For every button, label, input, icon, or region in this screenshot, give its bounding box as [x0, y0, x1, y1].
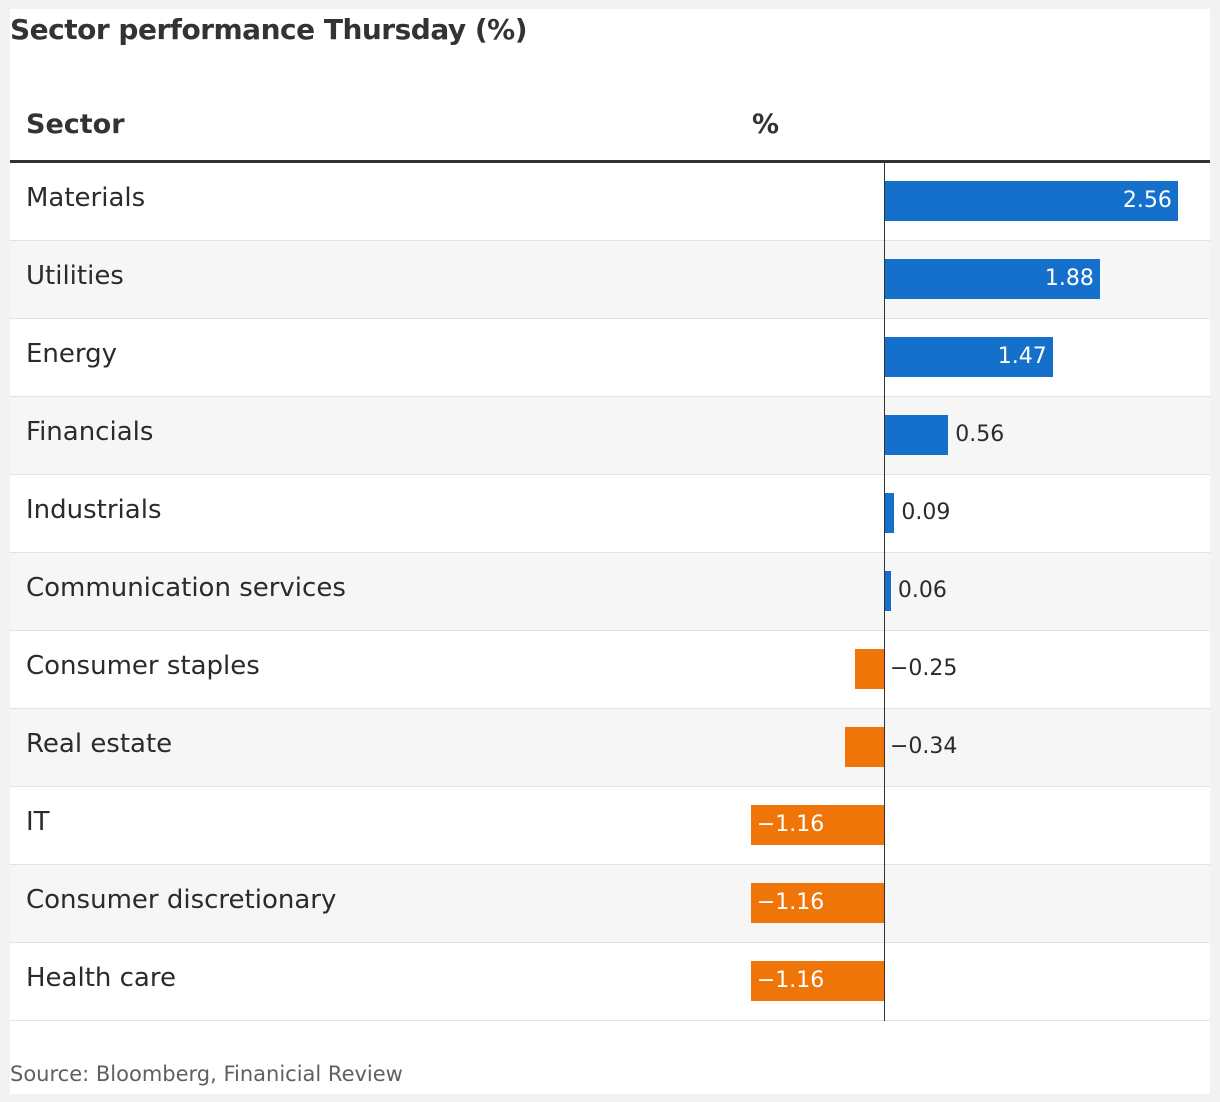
negative-bar — [750, 805, 884, 845]
sector-label: IT — [26, 807, 50, 837]
bar-value-label: 0.06 — [897, 578, 947, 603]
sector-row: Energy 1.47 — [10, 319, 1210, 397]
positive-bar — [884, 259, 1100, 299]
bar-value-label: 1.47 — [997, 344, 1047, 369]
sector-label: Consumer discretionary — [26, 885, 337, 915]
sector-label: Utilities — [26, 261, 124, 291]
zero-axis-line — [884, 163, 885, 1021]
sector-row: Consumer staples −0.25 — [10, 631, 1210, 709]
sector-row: Real estate −0.34 — [10, 709, 1210, 787]
sector-label: Real estate — [26, 729, 173, 759]
positive-bar — [884, 571, 891, 611]
positive-bar — [884, 337, 1053, 377]
sector-label: Financials — [26, 417, 154, 447]
sector-label: Consumer staples — [26, 651, 260, 681]
sector-row: Financials 0.56 — [10, 397, 1210, 475]
sector-row: Industrials 0.09 — [10, 475, 1210, 553]
column-header-percent: % — [752, 109, 780, 140]
bar-value-label: 0.09 — [901, 500, 951, 525]
negative-bar — [844, 727, 884, 767]
sector-row: Materials 2.56 — [10, 163, 1210, 241]
sector-rows: Materials 2.56 Utilities 1.88 Energy 1.47 Fina… — [10, 163, 1210, 1021]
positive-bar — [884, 415, 949, 455]
sector-label: Materials — [26, 183, 146, 213]
sector-label: Energy — [26, 339, 118, 369]
source-note: Source: Bloomberg, Finanicial Review — [10, 1062, 403, 1086]
sector-row: Consumer discretionary −1.16 — [10, 865, 1210, 943]
header-rule — [10, 160, 1210, 163]
negative-bar — [750, 883, 884, 923]
column-header-sector: Sector — [26, 109, 125, 140]
sector-row: Utilities 1.88 — [10, 241, 1210, 319]
sector-row: IT −1.16 — [10, 787, 1210, 865]
bar-value-label: 0.56 — [955, 422, 1005, 447]
bar-value-label: −1.16 — [756, 812, 825, 837]
negative-bar — [855, 649, 884, 689]
sector-label: Industrials — [26, 495, 162, 525]
bar-value-label: 2.56 — [1122, 188, 1172, 213]
bar-value-label: −1.16 — [756, 890, 825, 915]
chart-card: Sector performance Thursday (%) Sector %… — [10, 9, 1210, 1094]
sector-row: Communication services 0.06 — [10, 553, 1210, 631]
bar-value-label: −0.34 — [890, 734, 958, 759]
chart-title: Sector performance Thursday (%) — [10, 13, 528, 46]
positive-bar — [884, 181, 1178, 221]
sector-row: Health care −1.16 — [10, 943, 1210, 1021]
bar-value-label: −1.16 — [756, 968, 825, 993]
positive-bar — [884, 493, 895, 533]
negative-bar — [750, 961, 884, 1001]
sector-label: Health care — [26, 963, 176, 993]
sector-label: Communication services — [26, 573, 346, 603]
bar-value-label: 1.88 — [1044, 266, 1094, 291]
bar-value-label: −0.25 — [890, 656, 958, 681]
